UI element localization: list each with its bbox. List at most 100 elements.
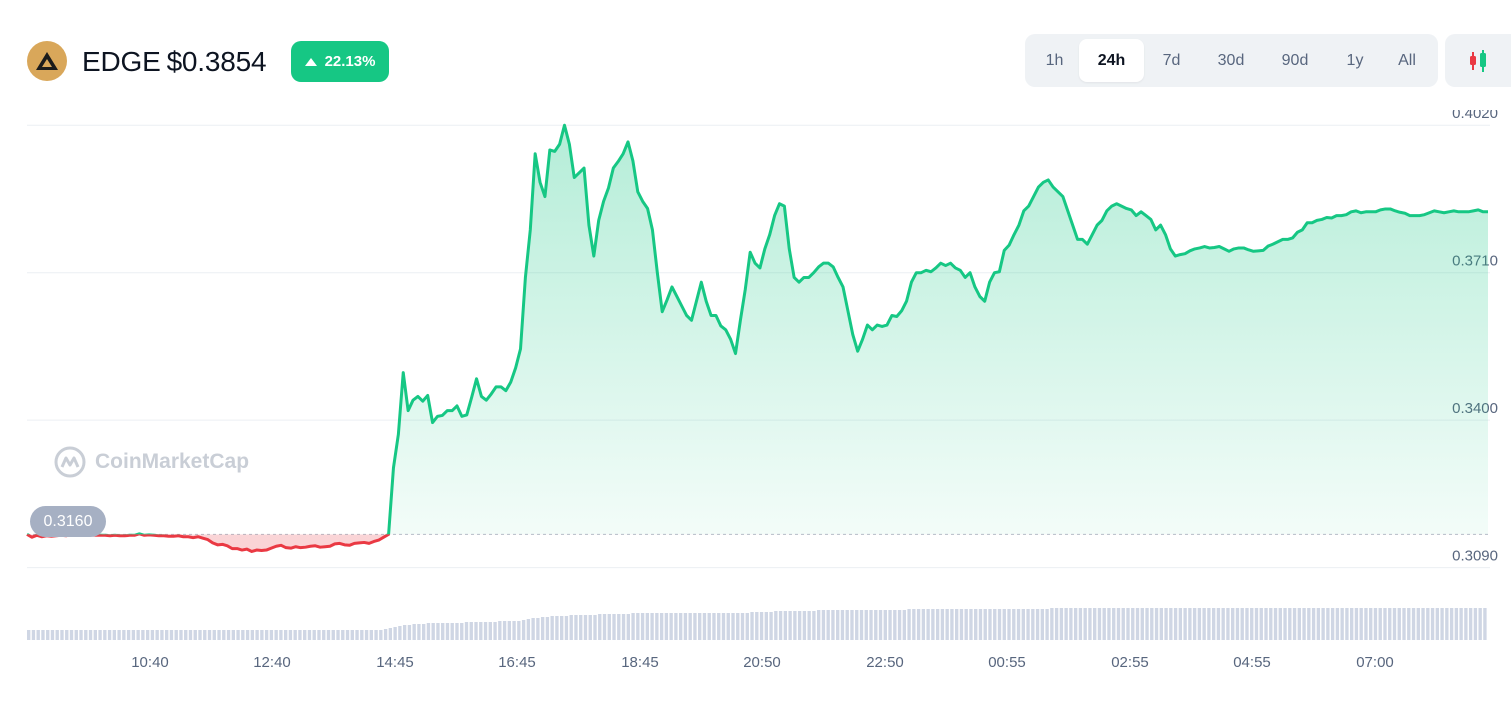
volume-bar xyxy=(698,613,702,640)
volume-bar xyxy=(93,630,97,640)
volume-bar xyxy=(1073,608,1078,640)
volume-bar xyxy=(350,630,354,640)
volume-bar xyxy=(607,614,611,640)
coin-price: $0.3854 xyxy=(166,46,267,77)
volume-bar xyxy=(231,630,235,640)
volume-bar xyxy=(464,622,469,640)
volume-bar xyxy=(726,613,730,640)
watermark: CoinMarketCap xyxy=(53,445,249,479)
volume-bar xyxy=(621,614,626,640)
volume-bar xyxy=(978,609,983,640)
volume-bar xyxy=(417,624,421,640)
volume-bar xyxy=(1107,608,1111,640)
volume-bar xyxy=(184,630,188,640)
volume-bar xyxy=(1373,608,1378,640)
volume-bar xyxy=(1245,608,1249,640)
volume-bar xyxy=(1226,608,1230,640)
volume-bar xyxy=(1040,609,1045,640)
volume-bar xyxy=(717,613,721,640)
volume-bar xyxy=(1235,608,1240,640)
range-1h-button[interactable]: 1h xyxy=(1045,52,1064,69)
volume-bar xyxy=(850,610,854,640)
volume-bar xyxy=(469,622,473,640)
volume-bar xyxy=(1359,608,1363,640)
volume-bar xyxy=(1468,608,1473,640)
volume-bar xyxy=(564,616,569,640)
volume-bar xyxy=(1064,608,1068,640)
range-all-button[interactable]: All xyxy=(1398,52,1416,69)
y-tick-label: 0.4020 xyxy=(1452,110,1498,122)
volume-bar xyxy=(974,609,978,640)
volume-bar xyxy=(212,630,216,640)
candlestick-toggle-button[interactable] xyxy=(1445,34,1511,87)
chart-header: EDGE $0.3854 22.13% 1h 24h 7d 30d 90d 1y … xyxy=(0,0,1511,110)
volume-bar xyxy=(507,621,512,640)
volume-bar xyxy=(1150,608,1154,640)
volume-bar xyxy=(502,621,507,640)
volume-bar xyxy=(483,622,488,640)
volume-bar xyxy=(964,609,968,640)
volume-bar xyxy=(945,609,949,640)
volume-bar xyxy=(341,630,345,640)
volume-bar xyxy=(916,609,921,640)
price-line-down xyxy=(26,534,391,553)
volume-bar xyxy=(1445,608,1449,640)
volume-bar xyxy=(1026,609,1030,640)
volume-bar xyxy=(574,615,578,640)
volume-bar xyxy=(374,630,378,640)
candlestick-icon xyxy=(1470,49,1486,72)
volume-bar xyxy=(426,623,431,640)
volume-bar xyxy=(721,613,726,640)
volume-bar xyxy=(1440,608,1444,640)
volume-bar xyxy=(1369,608,1373,640)
x-tick-label: 02:55 xyxy=(1111,654,1149,671)
volume-bar xyxy=(1383,608,1387,640)
volume-bar xyxy=(1012,609,1016,640)
volume-bar xyxy=(650,613,654,640)
volume-bar xyxy=(878,610,883,640)
volume-bar xyxy=(1164,608,1168,640)
range-24h-button[interactable]: 24h xyxy=(1079,39,1144,82)
volume-bar xyxy=(988,609,992,640)
volume-bar xyxy=(859,610,864,640)
range-90d-button[interactable]: 90d xyxy=(1281,52,1309,69)
price-change-badge: 22.13% xyxy=(291,41,389,82)
volume-bar xyxy=(536,618,540,640)
volume-bar xyxy=(1173,608,1178,640)
volume-bar xyxy=(407,625,412,640)
volume-bar xyxy=(583,615,588,640)
volume-bar xyxy=(1330,608,1335,640)
volume-bar xyxy=(1454,608,1459,640)
volume-bar xyxy=(203,630,207,640)
volume-bar xyxy=(369,630,373,640)
volume-bar xyxy=(1197,608,1202,640)
volume-bar xyxy=(65,630,69,640)
volume-bar xyxy=(1178,608,1183,640)
volume-bar xyxy=(50,630,55,640)
volume-bar xyxy=(383,629,388,640)
volume-bar xyxy=(545,617,550,640)
volume-bar xyxy=(498,621,502,640)
range-1y-button[interactable]: 1y xyxy=(1346,52,1364,69)
x-tick-label: 16:45 xyxy=(498,654,536,671)
volume-bar xyxy=(355,630,359,640)
volume-bar xyxy=(588,615,592,640)
volume-bar xyxy=(1340,608,1344,640)
x-tick-label: 07:00 xyxy=(1356,654,1394,671)
volume-bar xyxy=(1349,608,1354,640)
x-axis: 10:40 12:40 14:45 16:45 18:45 20:50 22:50 00:55… xyxy=(131,654,1394,671)
volume-bar xyxy=(540,617,545,640)
volume-bar xyxy=(1083,608,1087,640)
volume-bar xyxy=(1478,608,1482,640)
volume-bar xyxy=(593,615,597,640)
volume-bar xyxy=(169,630,174,640)
range-30d-button[interactable]: 30d xyxy=(1217,52,1245,69)
volume-bar xyxy=(683,613,688,640)
volume-bar xyxy=(479,622,483,640)
volume-bar xyxy=(1097,608,1102,640)
volume-bar xyxy=(145,630,150,640)
volume-bar xyxy=(402,625,407,640)
volume-bar xyxy=(712,613,716,640)
range-7d-button[interactable]: 7d xyxy=(1162,52,1181,69)
